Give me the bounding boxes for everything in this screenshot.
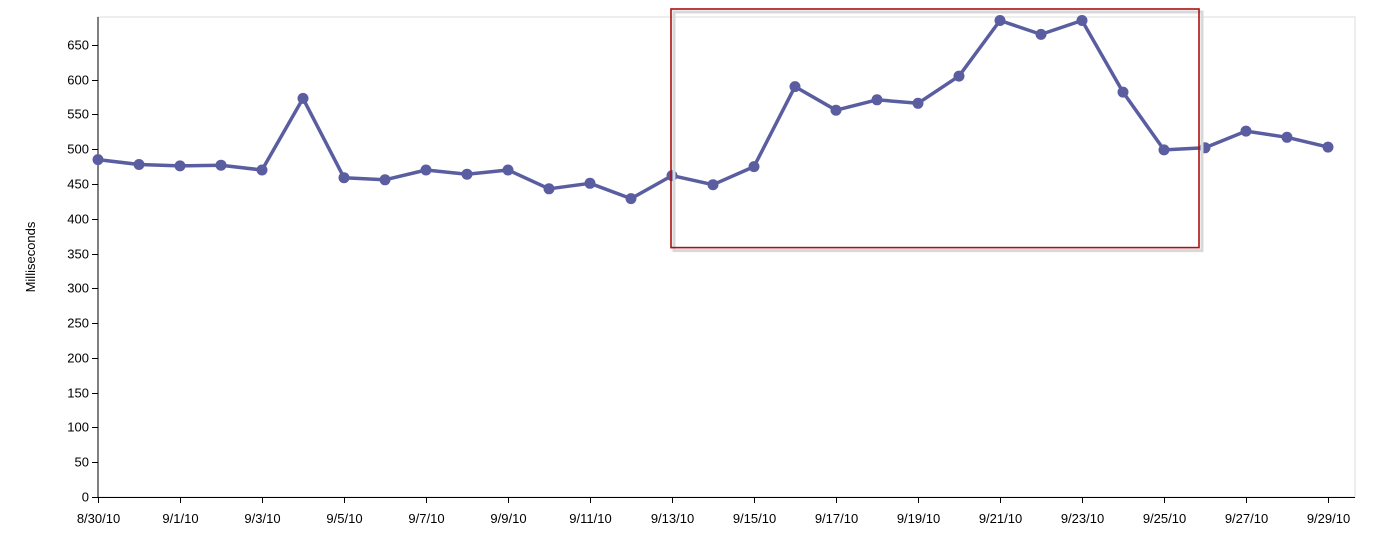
y-tick-label: 300: [67, 281, 89, 296]
x-tick-label: 9/3/10: [244, 511, 280, 526]
x-tick-label: 9/15/10: [733, 511, 776, 526]
highlight-box: [670, 8, 1204, 253]
data-point: [953, 70, 965, 82]
highlight-shadow: [672, 10, 1204, 253]
data-point: [461, 168, 473, 180]
x-tick-label: 9/7/10: [408, 511, 444, 526]
plot-frame: [97, 16, 1356, 498]
data-point: [174, 160, 186, 172]
data-point: [912, 97, 924, 109]
data-point: [748, 161, 760, 173]
x-tick-label: 9/1/10: [162, 511, 198, 526]
y-tick-label: 200: [67, 351, 89, 366]
x-axis: 8/30/10 9/1/10 9/3/10 9/5/10 9/7/10 9/9/10 9/1…: [77, 497, 1355, 526]
data-point: [502, 164, 514, 176]
x-tick-label: 9/13/10: [651, 511, 694, 526]
y-tick-label: 50: [75, 455, 89, 470]
data-point: [584, 177, 596, 189]
y-tick-label: 600: [67, 73, 89, 88]
data-point: [625, 193, 637, 205]
y-tick-label: 350: [67, 247, 89, 262]
y-tick-label: 0: [82, 490, 89, 505]
data-point: [707, 179, 719, 191]
data-point: [543, 183, 555, 195]
series-path: [96, 18, 1330, 201]
data-point: [338, 172, 350, 184]
data-point: [256, 164, 268, 176]
x-tick-label: 9/19/10: [897, 511, 940, 526]
y-tick-label: 250: [67, 316, 89, 331]
y-axis-title: Milliseconds: [23, 221, 38, 292]
data-point: [1035, 28, 1047, 40]
data-point: [871, 94, 883, 106]
y-axis: 0 50 100 150 200 250 300 350 400 450 500 550 600 650: [67, 17, 99, 505]
series-line: [92, 15, 1334, 205]
y-tick-label: 100: [67, 420, 89, 435]
data-point: [1240, 125, 1252, 137]
x-tick-label: 9/29/10: [1307, 511, 1350, 526]
x-tick-label: 8/30/10: [77, 511, 120, 526]
data-point: [297, 92, 309, 104]
data-point: [830, 104, 842, 116]
x-tick-label: 9/21/10: [979, 511, 1022, 526]
data-point: [789, 81, 801, 93]
y-tick-label: 500: [67, 142, 89, 157]
data-point: [215, 159, 227, 171]
x-tick-label: 9/23/10: [1061, 511, 1104, 526]
data-point: [1281, 131, 1293, 143]
y-tick-label: 400: [67, 212, 89, 227]
x-tick-label: 9/11/10: [569, 511, 611, 526]
y-tick-label: 450: [67, 177, 89, 192]
data-point: [666, 170, 678, 182]
data-point: [1076, 15, 1088, 26]
data-point: [994, 15, 1006, 26]
data-point: [1322, 141, 1334, 153]
highlight-rect: [670, 8, 1200, 249]
x-tick-label: 9/25/10: [1143, 511, 1186, 526]
y-tick-label: 550: [67, 107, 89, 122]
data-point: [1117, 86, 1129, 98]
y-tick-label: 150: [67, 386, 89, 401]
data-point: [133, 159, 145, 170]
x-tick-label: 9/17/10: [815, 511, 858, 526]
x-tick-label: 9/27/10: [1225, 511, 1268, 526]
data-point: [1158, 144, 1170, 156]
x-tick-label: 9/9/10: [490, 511, 526, 526]
data-point: [379, 174, 391, 186]
y-tick-label: 650: [67, 38, 89, 53]
data-point: [420, 164, 432, 176]
data-point: [92, 154, 104, 166]
x-tick-label: 9/5/10: [326, 511, 362, 526]
